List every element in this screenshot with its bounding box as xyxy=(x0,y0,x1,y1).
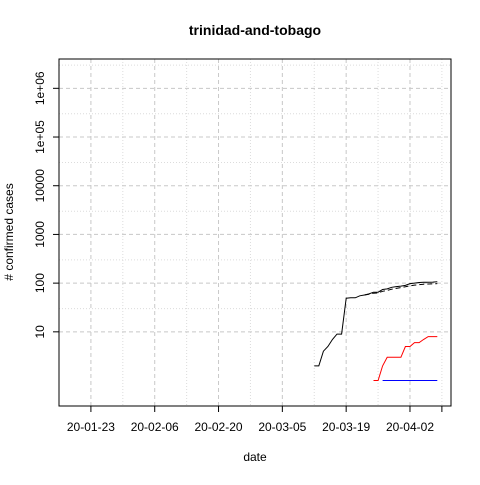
y-tick-label: 10 xyxy=(33,325,47,339)
series-line-2 xyxy=(364,283,438,296)
y-axis-label: # confirmed cases xyxy=(2,183,16,280)
x-tick-label: 20-02-06 xyxy=(131,420,179,434)
grid-lines xyxy=(59,59,451,406)
series-line-3 xyxy=(373,336,438,381)
x-tick-label: 20-01-23 xyxy=(67,420,115,434)
y-tick-label: 1e+06 xyxy=(33,71,47,105)
x-axis-label: date xyxy=(243,450,267,464)
x-tick-label: 20-03-19 xyxy=(322,420,370,434)
series-line-1 xyxy=(314,281,438,367)
y-tick-label: 100 xyxy=(33,273,47,293)
y-tick-label: 10000 xyxy=(33,169,47,203)
x-tick-label: 20-02-20 xyxy=(195,420,243,434)
x-tick-label: 20-04-02 xyxy=(386,420,434,434)
series-lines xyxy=(314,281,438,381)
axes: 20-01-23 20-02-06 20-02-20 20-03-05 20-03-19… xyxy=(33,71,443,434)
plot-area-frame xyxy=(58,58,452,407)
y-tick-label: 1e+05 xyxy=(33,120,47,154)
x-tick-label: 20-03-05 xyxy=(258,420,306,434)
y-tick-label: 1000 xyxy=(33,221,47,248)
chart-title: trinidad-and-tobago xyxy=(189,22,321,38)
